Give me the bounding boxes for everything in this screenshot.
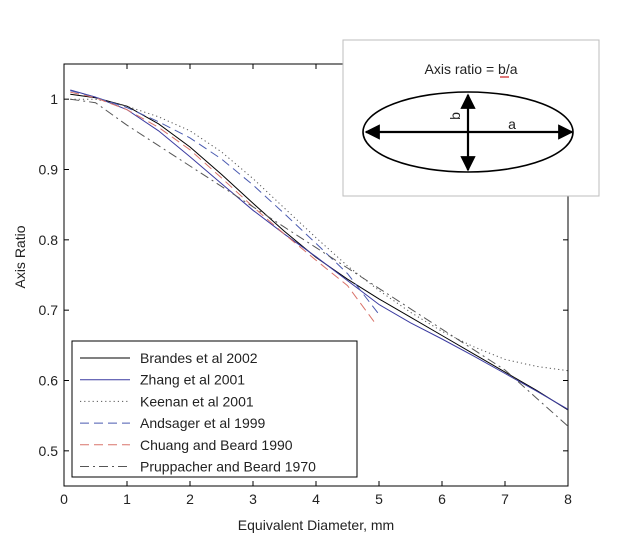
series-line-4 bbox=[70, 91, 377, 325]
legend-label-0: Brandes et al 2002 bbox=[140, 350, 258, 366]
legend-label-1: Zhang et al 2001 bbox=[140, 372, 245, 388]
y-tick-label: 0.9 bbox=[39, 162, 59, 178]
x-tick-label: 2 bbox=[186, 491, 194, 507]
x-axis-label: Equivalent Diameter, mm bbox=[238, 517, 394, 533]
y-tick-label: 0.7 bbox=[39, 302, 59, 318]
x-tick-label: 5 bbox=[375, 491, 383, 507]
legend-label-4: Chuang and Beard 1990 bbox=[140, 437, 293, 453]
x-tick-label: 1 bbox=[123, 491, 131, 507]
series-line-2 bbox=[70, 98, 569, 372]
series-layer bbox=[70, 89, 569, 427]
y-tick-label: 0.6 bbox=[39, 373, 59, 389]
label-a: a bbox=[508, 116, 516, 132]
inset-title: Axis ratio = b/a bbox=[425, 61, 518, 77]
series-line-3 bbox=[70, 90, 380, 315]
series-line-1 bbox=[70, 89, 569, 410]
x-tick-label: 4 bbox=[312, 491, 320, 507]
axis-ratio-inset: Axis ratio = b/a a b bbox=[342, 39, 600, 197]
series-line-0 bbox=[70, 93, 569, 411]
y-tick-label: 0.5 bbox=[39, 443, 59, 459]
legend-box bbox=[71, 340, 358, 478]
x-tick-label: 0 bbox=[60, 491, 68, 507]
x-tick-label: 6 bbox=[438, 491, 446, 507]
series-line-5 bbox=[70, 98, 569, 427]
legend-label-2: Keenan et al 2001 bbox=[140, 393, 254, 409]
label-b: b bbox=[447, 112, 463, 120]
y-tick-label: 0.8 bbox=[39, 232, 59, 248]
x-tick-label: 8 bbox=[564, 491, 572, 507]
x-tick-label: 7 bbox=[501, 491, 509, 507]
y-tick-label: 1 bbox=[50, 91, 58, 107]
legend-label-3: Andsager et al 1999 bbox=[140, 415, 266, 431]
legend-label-5: Pruppacher and Beard 1970 bbox=[140, 459, 316, 475]
x-tick-label: 3 bbox=[249, 491, 257, 507]
y-axis-label: Axis Ratio bbox=[12, 225, 28, 288]
legend: Brandes et al 2002 Zhang et al 2001 Keenan… bbox=[71, 340, 358, 478]
ticks-layer: 0 1 2 3 4 5 6 7 8 0.5 0.6 0.7 0.8 0.9 1 bbox=[39, 64, 572, 507]
